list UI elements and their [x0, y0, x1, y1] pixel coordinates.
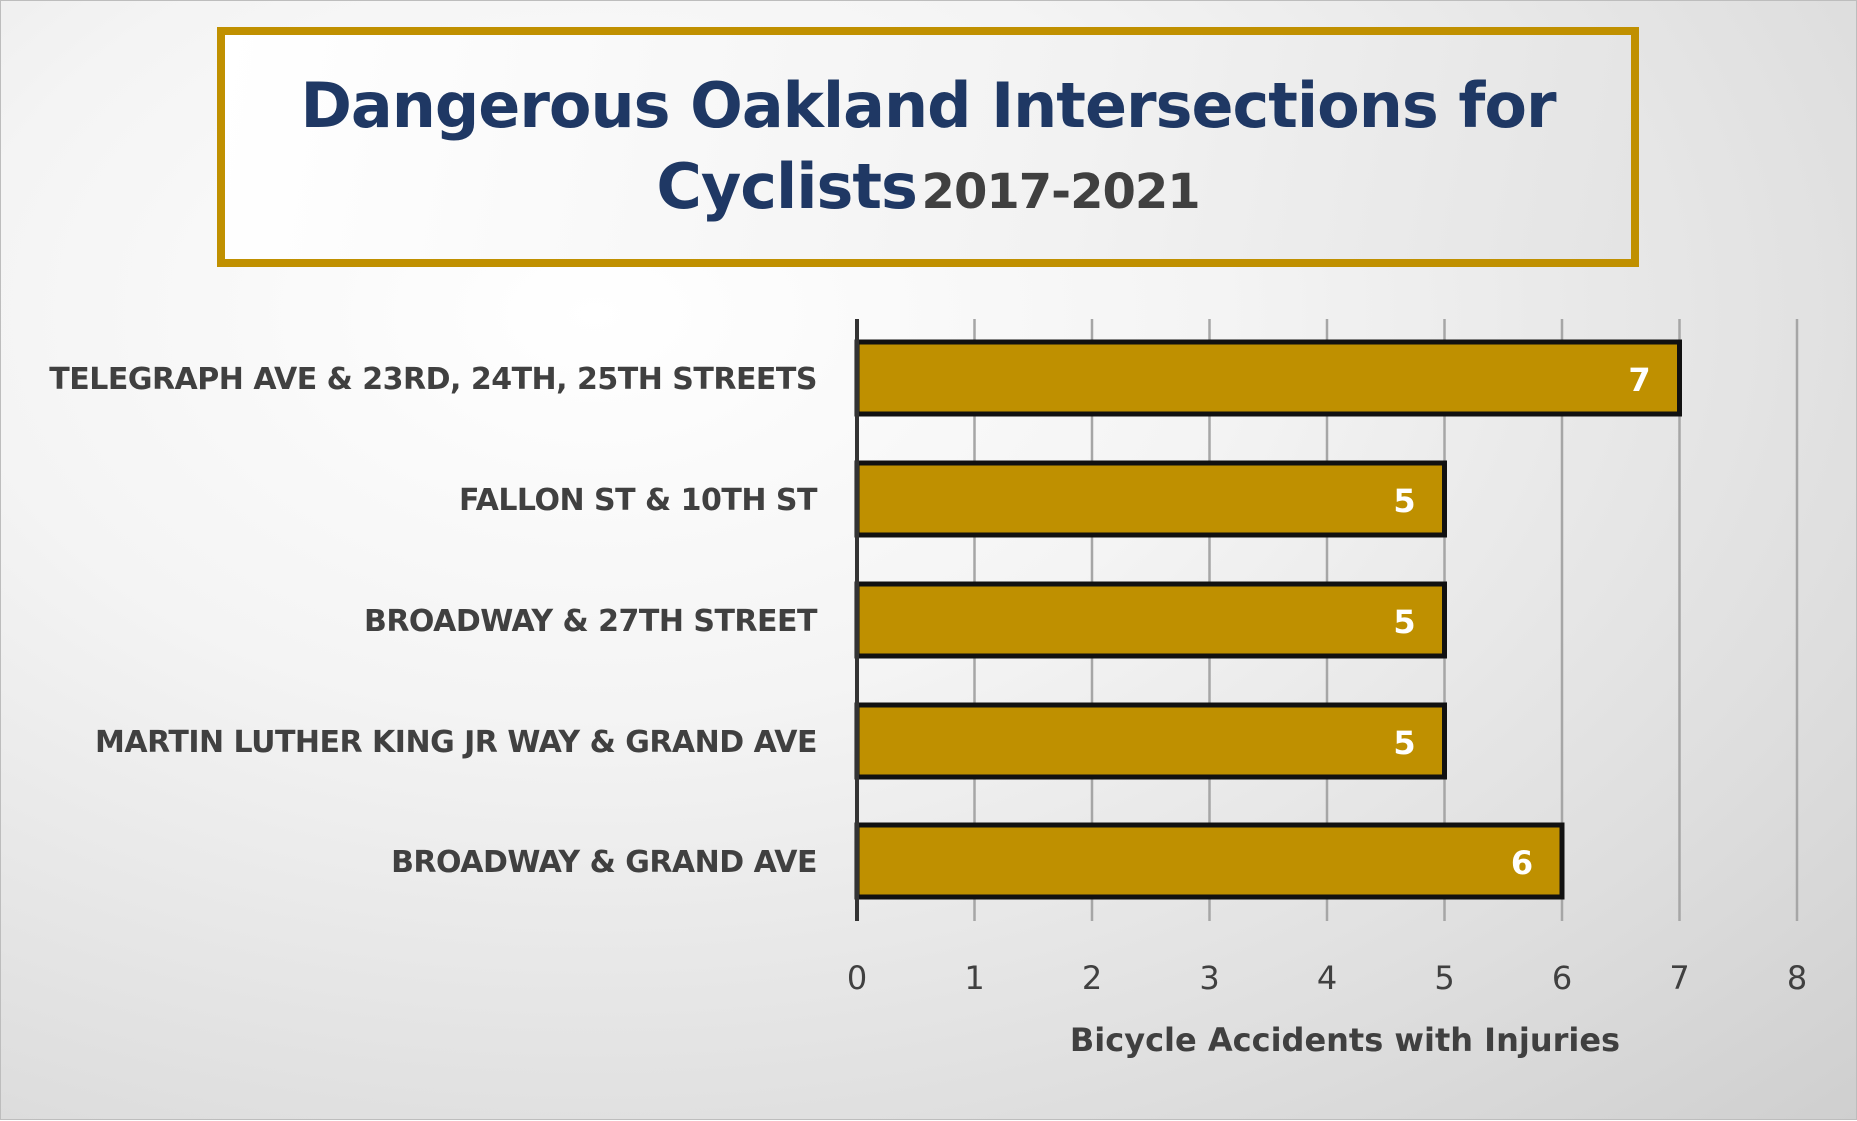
chart-title-box: Dangerous Oakland Intersections for Cycl…	[217, 27, 1639, 267]
x-tick-label-8: 8	[1787, 959, 1807, 997]
category-label-0: TELEGRAPH AVE & 23RD, 24TH, 25TH STREETS	[49, 362, 817, 397]
data-label-0: 7	[1628, 361, 1650, 399]
data-label-2: 5	[1393, 603, 1415, 641]
bar-4	[854, 822, 1565, 900]
x-tick-label-0: 0	[847, 959, 867, 997]
category-label-4: BROADWAY & GRAND AVE	[391, 845, 817, 880]
bar-3	[854, 702, 1447, 780]
bar-0	[854, 339, 1682, 417]
x-tick-label-6: 6	[1552, 959, 1572, 997]
bar-1	[854, 460, 1447, 538]
x-tick-label-4: 4	[1317, 959, 1337, 997]
x-tick-label-3: 3	[1199, 959, 1219, 997]
chart-title: Dangerous Oakland Intersections for Cycl…	[225, 66, 1631, 227]
category-label-2: BROADWAY & 27TH STREET	[364, 604, 818, 639]
chart-title-main: Dangerous Oakland Intersections for Cycl…	[300, 69, 1556, 223]
x-axis-title: Bicycle Accidents with Injuries	[1070, 1021, 1620, 1059]
category-label-1: FALLON ST & 10TH ST	[459, 483, 818, 518]
category-label-3: MARTIN LUTHER KING JR WAY & GRAND AVE	[95, 725, 817, 760]
data-label-1: 5	[1393, 482, 1415, 520]
bar-2	[854, 581, 1447, 659]
data-label-3: 5	[1393, 724, 1415, 762]
chart-title-sub: 2017-2021	[921, 164, 1201, 220]
x-tick-label-2: 2	[1082, 959, 1102, 997]
data-label-4: 6	[1511, 844, 1533, 882]
x-tick-label-7: 7	[1669, 959, 1689, 997]
x-tick-label-5: 5	[1434, 959, 1454, 997]
x-tick-label-1: 1	[964, 959, 984, 997]
